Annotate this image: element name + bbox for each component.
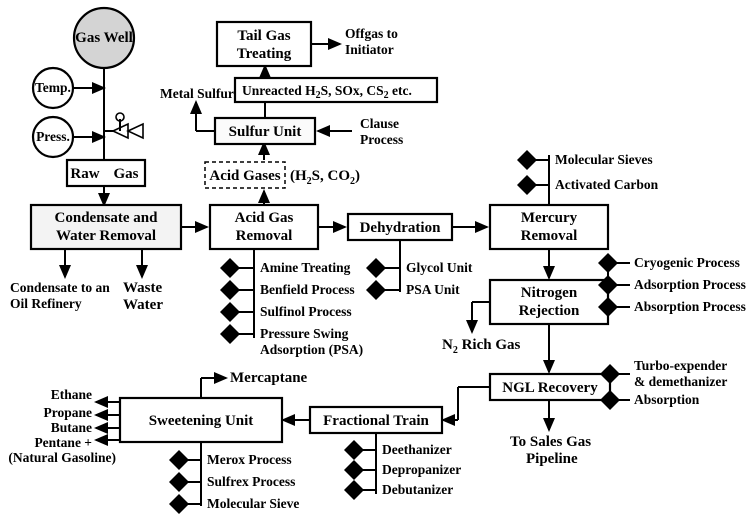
svg-text:Acid Gases: Acid Gases [209,168,280,184]
svg-text:Dehydration: Dehydration [360,220,441,236]
svg-text:Deethanizer: Deethanizer [382,442,452,457]
svg-text:Clause: Clause [360,116,399,131]
svg-text:Rejection: Rejection [519,303,580,319]
temp-label: Temp. [35,80,71,95]
svg-text:Mercury: Mercury [521,210,578,226]
svg-text:Offgas to: Offgas to [345,26,398,41]
svg-text:Initiator: Initiator [345,42,394,57]
svg-text:Molecular Sieve: Molecular Sieve [207,496,299,511]
svg-text:Water Removal: Water Removal [56,228,156,244]
svg-text:Ethane: Ethane [51,387,92,402]
svg-text:Cryogenic Process: Cryogenic Process [634,255,740,270]
svg-text:Raw: Raw [70,166,99,182]
svg-text:Turbo-expender: Turbo-expender [634,358,727,373]
svg-text:Merox Process: Merox Process [207,452,292,467]
valve-icon [104,113,143,138]
svg-text:Pressure Swing: Pressure Swing [260,326,349,341]
svg-text:Water: Water [123,297,163,313]
svg-text:Nitrogen: Nitrogen [521,285,578,301]
svg-text:Metal Sulfur: Metal Sulfur [160,86,234,101]
svg-text:N2 Rich Gas: N2 Rich Gas [442,337,521,356]
svg-text:Process: Process [360,132,403,147]
svg-text:Treating: Treating [237,46,292,62]
svg-text:Amine Treating: Amine Treating [260,260,351,275]
svg-text:PSA Unit: PSA Unit [406,282,460,297]
svg-text:Sulfur Unit: Sulfur Unit [229,124,302,140]
svg-text:Butane: Butane [51,420,92,435]
svg-text:Sulfinol Process: Sulfinol Process [260,304,352,319]
svg-text:Benfield Process: Benfield Process [260,282,355,297]
svg-text:Oil Refinery: Oil Refinery [10,296,82,311]
press-label: Press. [36,129,70,144]
svg-text:Mercaptane: Mercaptane [230,370,308,386]
svg-text:& demethanizer: & demethanizer [634,374,727,389]
svg-text:Pipeline: Pipeline [526,451,578,467]
svg-text:Absorption: Absorption [634,392,700,407]
svg-text:Gas: Gas [113,166,138,182]
svg-text:Absorption Process: Absorption Process [634,299,746,314]
svg-text:Condensate and: Condensate and [55,210,159,226]
svg-text:Acid Gas: Acid Gas [235,210,294,226]
svg-text:Removal: Removal [521,228,578,244]
svg-text:Depropanizer: Depropanizer [382,462,461,477]
svg-text:(Natural Gasoline): (Natural Gasoline) [8,450,116,465]
svg-text:Molecular Sieves: Molecular Sieves [555,152,653,167]
svg-text:NGL Recovery: NGL Recovery [502,380,598,396]
svg-text:Condensate to an: Condensate to an [10,280,110,295]
svg-text:Waste: Waste [123,280,163,296]
svg-text:Debutanizer: Debutanizer [382,482,453,497]
svg-text:(H2S, CO2): (H2S, CO2) [290,168,360,187]
gas-well-label: Gas Well [75,30,133,46]
svg-text:Activated Carbon: Activated Carbon [555,177,659,192]
svg-text:Glycol Unit: Glycol Unit [406,260,473,275]
svg-text:Tail Gas: Tail Gas [237,28,290,44]
svg-text:Adsorption (PSA): Adsorption (PSA) [260,342,363,357]
svg-text:Propane: Propane [43,405,92,420]
svg-text:To Sales Gas: To Sales Gas [510,434,591,450]
svg-text:Adsorption Process: Adsorption Process [634,277,746,292]
svg-text:Fractional Train: Fractional Train [323,413,429,429]
svg-text:Removal: Removal [236,228,293,244]
svg-text:Sulfrex Process: Sulfrex Process [207,474,295,489]
svg-text:Pentane +: Pentane + [34,435,92,450]
svg-text:Sweetening Unit: Sweetening Unit [149,413,254,429]
